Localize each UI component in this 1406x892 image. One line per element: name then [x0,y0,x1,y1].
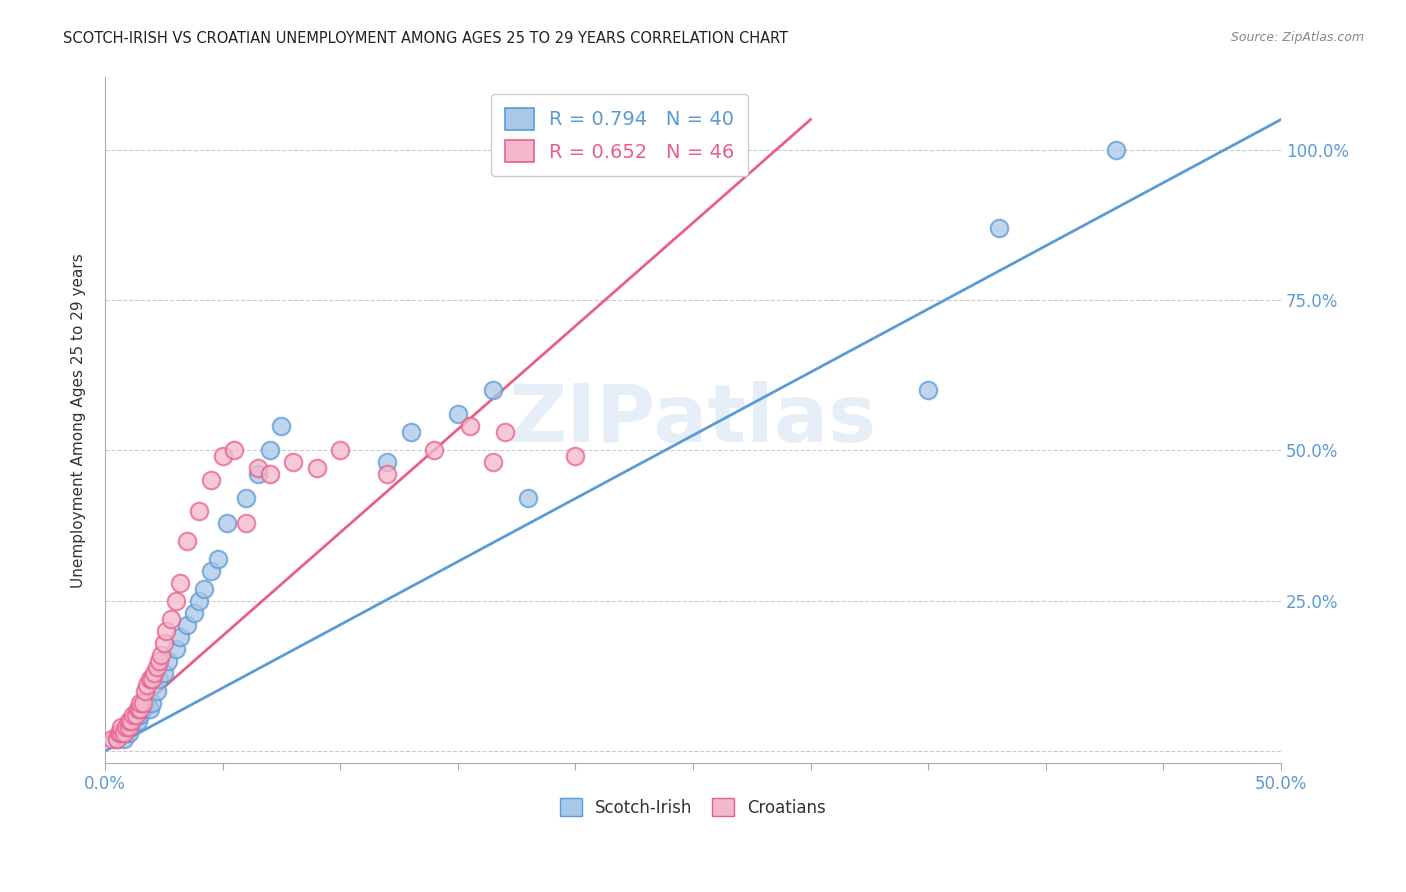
Point [235,491,257,506]
Point [494,425,516,440]
Point [188,593,211,607]
Point [127,714,149,728]
Point [517,491,540,506]
Point [148,672,170,686]
Point [155,624,177,638]
Point [188,503,211,517]
Point [105,732,128,747]
Point [117,720,139,734]
Point [131,702,153,716]
Point [329,443,352,458]
Point [112,726,135,740]
Point [122,708,145,723]
Point [138,672,160,686]
Point [117,726,139,740]
Point [281,455,304,469]
Point [165,641,187,656]
Point [375,467,398,482]
Point [124,708,146,723]
Point [165,593,187,607]
Point [200,564,222,578]
Point [157,654,180,668]
Point [127,702,149,716]
Point [122,714,145,728]
Point [305,461,328,475]
Point [152,665,174,680]
Point [987,220,1010,235]
Point [217,516,239,530]
Y-axis label: Unemployment Among Ages 25 to 29 years: Unemployment Among Ages 25 to 29 years [72,253,86,588]
Point [134,684,156,698]
Point [101,732,124,747]
Point [136,678,159,692]
Point [110,726,132,740]
Point [115,726,138,740]
Point [246,461,269,475]
Point [129,696,152,710]
Point [145,684,167,698]
Point [193,582,215,596]
Point [129,702,152,716]
Legend: Scotch-Irish, Croatians: Scotch-Irish, Croatians [553,791,832,823]
Point [259,467,281,482]
Point [148,654,170,668]
Point [1105,143,1128,157]
Point [423,443,446,458]
Point [115,720,138,734]
Point [447,407,470,421]
Point [145,660,167,674]
Point [246,467,269,482]
Point [112,732,135,747]
Point [152,636,174,650]
Point [110,720,132,734]
Point [129,708,152,723]
Point [120,720,142,734]
Point [399,425,422,440]
Point [160,612,183,626]
Point [183,606,205,620]
Point [117,714,139,728]
Point [117,720,139,734]
Point [176,533,198,548]
Point [150,648,173,662]
Point [138,702,160,716]
Point [224,443,246,458]
Point [143,665,166,680]
Point [482,455,505,469]
Point [200,474,222,488]
Point [375,455,398,469]
Point [108,726,131,740]
Point [105,732,128,747]
Point [176,617,198,632]
Point [136,696,159,710]
Point [458,419,481,434]
Point [207,551,229,566]
Point [169,630,191,644]
Point [917,383,939,397]
Point [259,443,281,458]
Point [124,708,146,723]
Point [131,696,153,710]
Point [482,383,505,397]
Point [211,450,233,464]
Point [564,450,586,464]
Point [270,419,292,434]
Point [141,696,163,710]
Text: ZIPatlas: ZIPatlas [509,381,877,459]
Text: Source: ZipAtlas.com: Source: ZipAtlas.com [1230,31,1364,45]
Point [235,516,257,530]
Point [141,672,163,686]
Point [120,714,142,728]
Point [110,726,132,740]
Point [169,575,191,590]
Text: SCOTCH-IRISH VS CROATIAN UNEMPLOYMENT AMONG AGES 25 TO 29 YEARS CORRELATION CHAR: SCOTCH-IRISH VS CROATIAN UNEMPLOYMENT AM… [63,31,789,46]
